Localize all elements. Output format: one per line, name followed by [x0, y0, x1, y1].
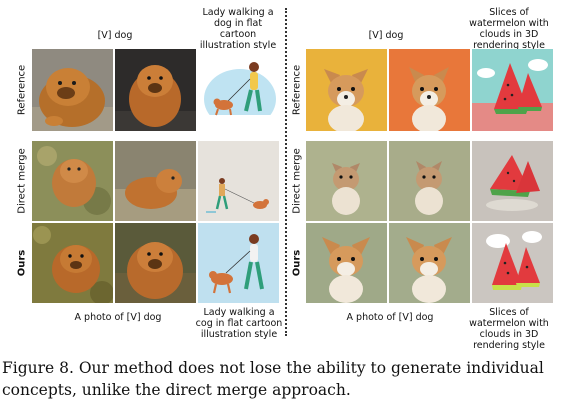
ours-watermelon-3d [472, 223, 553, 303]
reference-watermelon-3d [472, 49, 553, 131]
right-dog-label-bottom: A photo of [V] dog [346, 312, 434, 323]
row-label-ours-left: Ours [16, 249, 28, 277]
row-label-reference-left: Reference [16, 64, 28, 116]
left-style-label-top: Lady walking a dog in flat cartoon illus… [199, 7, 277, 51]
reference-corgi-1 [306, 49, 387, 131]
right-dog-label-top: [V] dog [368, 30, 404, 41]
direct-merge-corgi-2 [389, 141, 470, 221]
direct-merge-watermelon [472, 141, 553, 221]
ours-chow-1 [32, 223, 113, 303]
ours-corgi-1 [306, 223, 387, 303]
panel-divider [285, 8, 287, 336]
row-label-reference-right: Reference [291, 64, 303, 116]
ours-chow-2 [115, 223, 196, 303]
ours-corgi-2 [389, 223, 470, 303]
ours-cartoon-lady-dog [198, 223, 279, 303]
left-dog-label-bottom: A photo of [V] dog [74, 312, 162, 323]
figure-caption: Figure 8. Our method does not lose the a… [2, 359, 544, 399]
left-dog-label-top: [V] dog [97, 30, 133, 41]
direct-merge-corgi-1 [306, 141, 387, 221]
right-style-label-bottom: Slices of watermelon with clouds in 3D r… [469, 307, 549, 351]
direct-merge-chow-1 [32, 141, 113, 221]
reference-corgi-2 [389, 49, 470, 131]
row-label-direct-merge-left: Direct merge [16, 148, 28, 214]
reference-chow-photo-2 [115, 49, 196, 131]
left-style-label-bottom: Lady walking a cog in flat cartoon illus… [195, 307, 283, 340]
row-label-direct-merge-right: Direct merge [291, 148, 303, 214]
reference-chow-photo-1 [32, 49, 113, 131]
direct-merge-chow-2 [115, 141, 196, 221]
row-label-ours-right: Ours [291, 249, 303, 277]
right-style-label-top: Slices of watermelon with clouds in 3D r… [469, 7, 549, 51]
reference-cartoon-lady-dog [198, 49, 279, 131]
direct-merge-cartoon [198, 141, 279, 221]
